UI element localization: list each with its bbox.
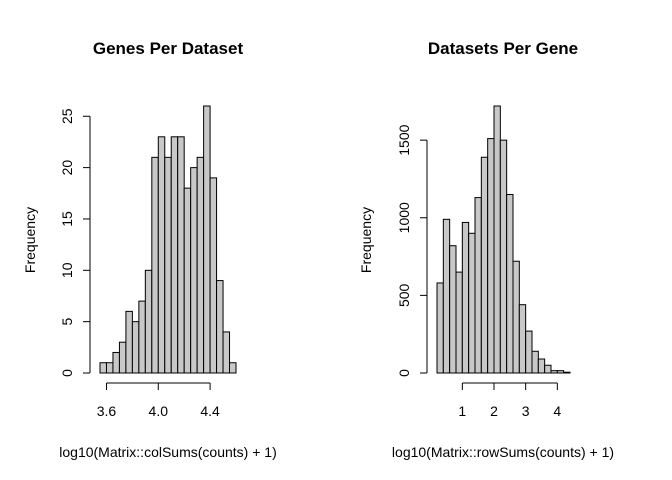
histogram-bar — [506, 193, 514, 374]
y-axis: 0 500 1000 1500 — [396, 124, 428, 377]
x-axis: 1 2 3 4 — [458, 382, 561, 419]
histogram-bar — [170, 136, 179, 374]
histogram-bar — [157, 136, 166, 374]
y-tick-label: 0 — [59, 369, 75, 377]
histogram-bar — [203, 105, 211, 374]
chart-title: Datasets Per Gene — [428, 39, 578, 58]
x-tick-label: 3.6 — [97, 403, 117, 419]
histogram-bar — [544, 364, 552, 374]
histogram-bar — [468, 232, 476, 374]
histogram-bar — [105, 362, 114, 374]
y-axis-label: Frequency — [22, 207, 38, 273]
y-tick-label: 15 — [59, 211, 75, 227]
x-axis-label: log10(Matrix::colSums(counts) + 1) — [59, 444, 276, 460]
histogram-bar — [138, 300, 146, 374]
y-tick-label: 0 — [396, 369, 412, 377]
histogram-bar — [518, 304, 527, 374]
histogram-bar — [474, 197, 482, 374]
histogram-bar — [499, 139, 508, 374]
histogram-bar — [99, 362, 107, 374]
histogram-bar — [216, 280, 224, 374]
y-axis-label: Frequency — [358, 207, 374, 273]
x-tick-label: 1 — [458, 403, 466, 419]
histogram-bar — [125, 310, 133, 374]
histogram-bar — [190, 167, 198, 374]
y-tick-label: 1000 — [396, 202, 412, 233]
histogram-bar — [222, 331, 231, 374]
histogram-bar — [164, 156, 172, 374]
histogram-bar — [177, 136, 185, 374]
histogram-bar — [196, 156, 205, 374]
x-tick-label: 4.4 — [200, 403, 220, 419]
histogram-bar — [112, 351, 120, 374]
x-tick-label: 4.0 — [149, 403, 169, 419]
histogram-bar — [461, 221, 470, 374]
histogram-bar — [229, 362, 237, 374]
histogram-bar — [493, 105, 501, 374]
histogram-bar — [480, 156, 489, 374]
y-tick-label: 500 — [396, 283, 412, 307]
y-tick-label: 1500 — [396, 124, 412, 155]
histogram-bar — [525, 330, 533, 374]
histogram-bar — [537, 358, 546, 374]
histogram-bar — [550, 370, 558, 374]
x-axis-label: log10(Matrix::rowSums(counts) + 1) — [392, 444, 614, 460]
histogram-bar — [183, 187, 192, 374]
histogram-bar — [556, 370, 565, 374]
chart-title: Genes Per Dataset — [93, 39, 244, 58]
histogram-bar — [209, 177, 218, 374]
histogram-bar — [118, 341, 127, 374]
bars — [436, 105, 571, 374]
panel-genes-per-dataset: Genes Per Dataset Frequency log10(Matrix… — [22, 39, 277, 460]
bars — [99, 105, 237, 374]
histogram-bar — [449, 245, 457, 374]
x-tick-label: 3 — [522, 403, 530, 419]
histogram-bar — [442, 218, 451, 374]
y-tick-label: 5 — [59, 318, 75, 326]
histogram-bar — [487, 138, 495, 374]
histogram-bar — [455, 271, 463, 374]
y-tick-label: 20 — [59, 160, 75, 176]
y-tick-label: 10 — [59, 262, 75, 278]
histogram-bar — [151, 156, 159, 374]
histogram-bar — [512, 260, 520, 374]
histogram-bar — [131, 321, 140, 374]
y-axis: 0 5 10 15 20 25 — [59, 108, 91, 377]
x-tick-label: 2 — [490, 403, 498, 419]
x-axis: 3.6 4.0 4.4 — [97, 382, 220, 419]
histogram-bar — [436, 282, 444, 374]
y-tick-label: 25 — [59, 108, 75, 124]
panel-datasets-per-gene: Datasets Per Gene Frequency log10(Matrix… — [358, 39, 614, 460]
x-tick-label: 4 — [553, 403, 561, 419]
histogram-bar — [563, 371, 571, 374]
histogram-bar — [531, 350, 539, 374]
histogram-bar — [144, 269, 153, 374]
